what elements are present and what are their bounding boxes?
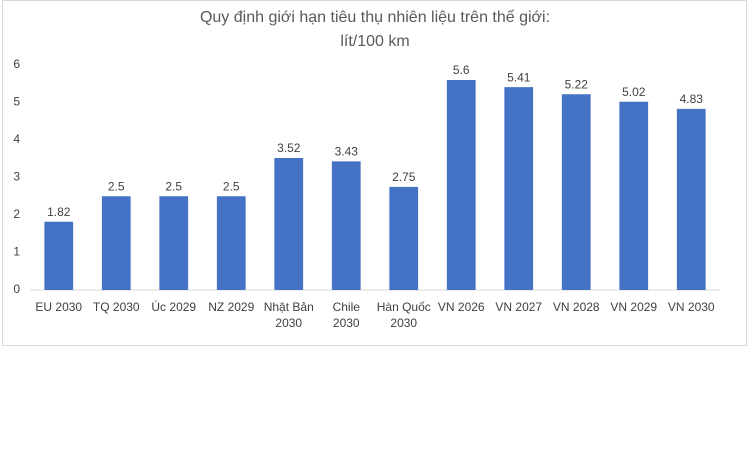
bar	[44, 221, 74, 290]
data-label: 2.5	[223, 179, 240, 193]
bar	[504, 87, 534, 290]
x-tick-label: VN 2026	[437, 300, 485, 314]
data-label: 1.82	[47, 205, 71, 219]
bar	[446, 80, 476, 290]
bar	[216, 196, 246, 290]
chart-subtitle: lít/100 km	[340, 33, 409, 50]
data-label: 2.75	[392, 170, 416, 184]
data-label: 5.02	[622, 85, 646, 99]
bar	[619, 101, 649, 290]
y-tick-label: 5	[13, 95, 20, 109]
x-tick-label: VN 2029	[610, 300, 658, 314]
bar	[676, 108, 706, 290]
bar	[159, 196, 189, 290]
x-tick-label: Hàn Quốc 2030	[376, 300, 431, 330]
chart-title: Quy định giới hạn tiêu thụ nhiên liệu tr…	[200, 9, 550, 26]
x-tick-label: TQ 2030	[92, 300, 140, 314]
y-tick-label: 1	[13, 245, 20, 259]
data-label: 2.5	[108, 179, 125, 193]
x-tick-label: Nhật Bản 2030	[263, 300, 314, 330]
bar	[561, 94, 591, 290]
data-label: 3.52	[277, 141, 301, 155]
y-tick-label: 2	[13, 207, 20, 221]
x-tick-label: EU 2030	[35, 300, 83, 314]
y-tick-label: 3	[13, 170, 20, 184]
data-label: 2.5	[165, 179, 182, 193]
x-tick-label: Chile 2030	[332, 300, 360, 330]
x-tick-label: Úc 2029	[151, 300, 197, 314]
bar	[274, 158, 304, 290]
data-label: 3.43	[335, 145, 359, 159]
data-label: 5.41	[507, 70, 531, 84]
x-tick-label: NZ 2029	[208, 300, 255, 314]
bar	[331, 161, 361, 290]
x-tick-label: VN 2028	[552, 300, 600, 314]
x-tick-label: VN 2027	[495, 300, 543, 314]
bar	[389, 186, 419, 290]
data-label: 5.22	[565, 77, 589, 91]
x-tick-label: VN 2030	[667, 300, 715, 314]
data-label: 5.6	[453, 63, 470, 77]
bar	[101, 196, 131, 290]
y-tick-label: 6	[13, 57, 20, 71]
y-tick-label: 4	[13, 132, 20, 146]
y-tick-label: 0	[13, 282, 20, 296]
data-label: 4.83	[680, 92, 704, 106]
